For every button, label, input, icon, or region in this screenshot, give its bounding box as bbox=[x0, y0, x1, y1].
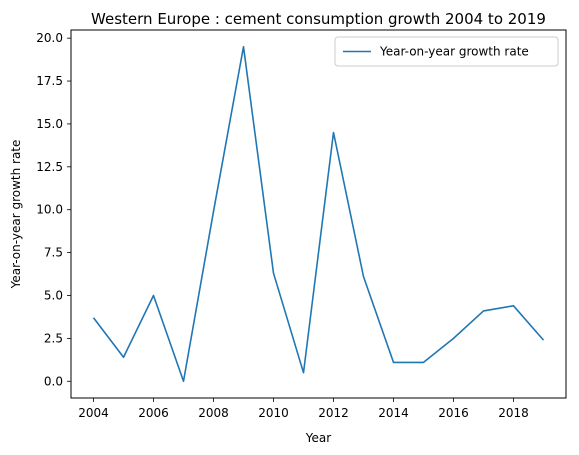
data-point bbox=[182, 380, 184, 382]
x-tick-label: 2016 bbox=[438, 406, 469, 420]
legend: Year-on-year growth rate bbox=[334, 36, 559, 67]
x-tick-label: 2010 bbox=[258, 406, 289, 420]
plot-frame bbox=[70, 29, 567, 399]
series-layer bbox=[92, 45, 545, 383]
y-tick-label: 15.0 bbox=[36, 117, 63, 131]
x-tick-label: 2004 bbox=[78, 406, 109, 420]
series-line bbox=[92, 45, 545, 383]
x-tick-label: 2014 bbox=[378, 406, 409, 420]
data-point bbox=[302, 371, 304, 373]
data-point bbox=[482, 310, 484, 312]
legend-label: Year-on-year growth rate bbox=[379, 45, 529, 59]
data-point bbox=[272, 272, 274, 274]
data-point bbox=[512, 305, 514, 307]
y-tick-label: 12.5 bbox=[36, 160, 63, 174]
data-point bbox=[452, 337, 454, 339]
x-tick-label: 2006 bbox=[138, 406, 169, 420]
y-tick-label: 17.5 bbox=[36, 74, 63, 88]
y-axis-label: Year-on-year growth rate bbox=[9, 140, 23, 290]
data-point bbox=[392, 361, 394, 363]
y-axis: 0.0 2.5 5.0 7.5 10.0 12.5 15.0 17.5 20.0 bbox=[36, 31, 71, 388]
y-tick-label: 7.5 bbox=[44, 246, 63, 260]
y-tick-label: 20.0 bbox=[36, 31, 63, 45]
legend-box bbox=[334, 36, 559, 67]
data-point bbox=[422, 361, 424, 363]
data-point bbox=[332, 131, 334, 133]
data-point bbox=[242, 46, 244, 48]
data-point bbox=[122, 356, 124, 358]
x-tick-label: 2018 bbox=[498, 406, 529, 420]
y-tick-label: 0.0 bbox=[44, 374, 63, 388]
x-tick-label: 2012 bbox=[318, 406, 349, 420]
data-point bbox=[542, 339, 544, 341]
y-tick-label: 10.0 bbox=[36, 203, 63, 217]
x-tick-label: 2008 bbox=[198, 406, 229, 420]
chart-title: Western Europe : cement consumption grow… bbox=[91, 10, 546, 28]
data-point bbox=[152, 294, 154, 296]
y-tick-label: 5.0 bbox=[44, 288, 63, 302]
x-axis-label: Year bbox=[305, 431, 331, 445]
x-axis: 2004 2006 2008 2010 2012 2014 2016 2018 bbox=[78, 398, 529, 420]
y-tick-label: 2.5 bbox=[44, 331, 63, 345]
data-point bbox=[92, 317, 94, 319]
data-point bbox=[212, 210, 214, 212]
data-point bbox=[362, 275, 364, 277]
